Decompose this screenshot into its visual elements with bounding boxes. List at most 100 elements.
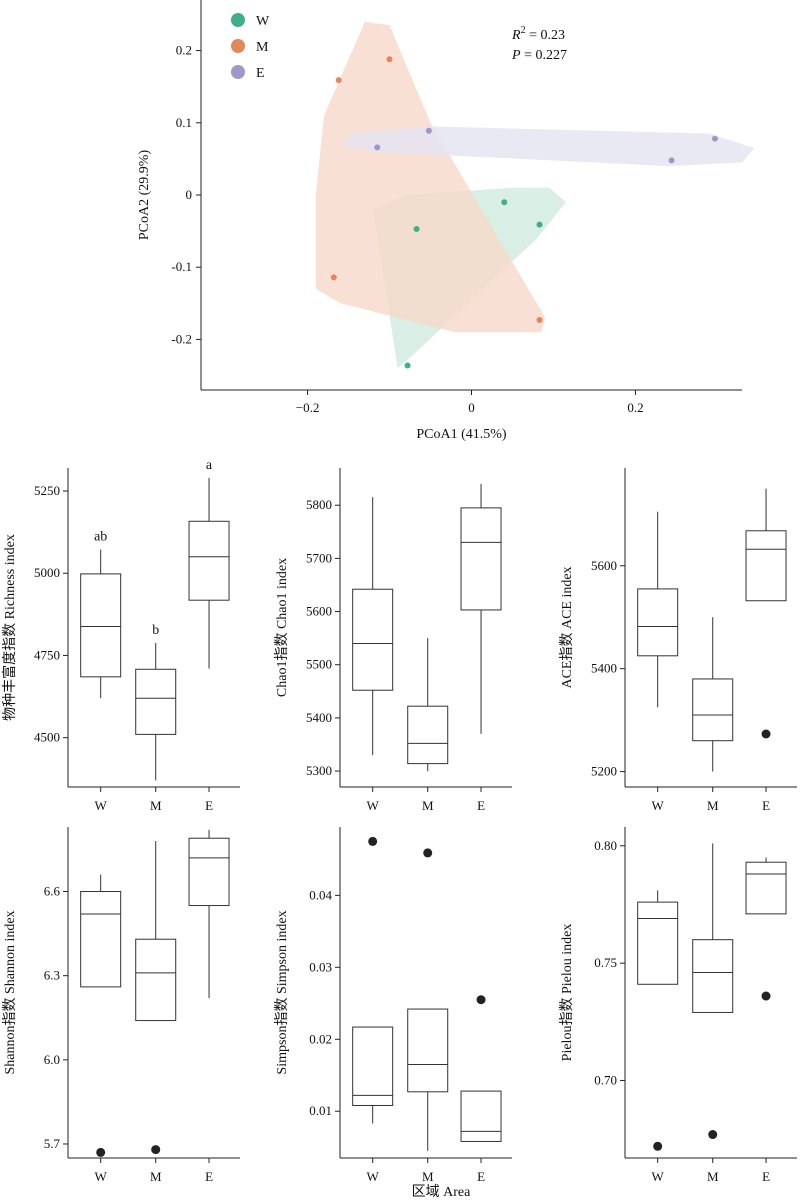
pcoa-y-tick-label: -0.2 — [171, 331, 192, 346]
point-E-3 — [668, 157, 675, 164]
pcoa-x-axis-label: PCoA1 (41.5%) — [416, 427, 507, 442]
shannon-box-E — [188, 837, 230, 907]
shannon-x-tick-label-M: M — [150, 1169, 162, 1184]
richness-sig-letter-E: a — [206, 458, 213, 473]
point-E-2 — [711, 135, 718, 142]
chao1-box-E — [460, 507, 502, 611]
point-W-2 — [413, 225, 420, 232]
simpson-box-W — [352, 1026, 394, 1106]
point-M-0 — [386, 56, 393, 63]
ace-y-tick-label: 5200 — [591, 764, 617, 779]
point-W-3 — [404, 362, 411, 369]
chao1-y-tick-label: 5700 — [306, 550, 332, 565]
boxplot-pielou: 0.70 0.75 0.80 Pielou指数 Pielou index W M E — [559, 827, 797, 1184]
richness-y-tick-label: 4500 — [34, 730, 60, 745]
pielou-outlier-E-0 — [761, 991, 771, 1001]
pielou-x-tick-label-E: E — [762, 1169, 770, 1184]
point-M-3 — [536, 316, 543, 323]
shannon-y-tick-label: 6.3 — [44, 968, 60, 983]
legend-marker-E — [231, 65, 245, 79]
chao1-y-tick-label: 5400 — [306, 710, 332, 725]
pcoa-y-tick-label: 0.1 — [176, 115, 192, 130]
simpson-box-E — [460, 1090, 502, 1142]
richness-y-axis-label: 物种丰富度指数 Richness index — [1, 534, 18, 721]
pielou-box-E — [745, 861, 787, 915]
point-E-1 — [374, 144, 381, 151]
pielou-x-tick-label-M: M — [707, 1169, 719, 1184]
shannon-x-tick-label-E: E — [205, 1169, 213, 1184]
simpson-y-tick-label: 0.04 — [309, 887, 332, 902]
ace-box-M — [692, 678, 734, 742]
simpson-outlier-W-0 — [368, 836, 378, 846]
shannon-box-W — [80, 891, 122, 988]
stat-p: P = 0.227 — [511, 48, 567, 63]
pcoa-y-tick-label: 0.2 — [176, 43, 192, 58]
richness-x-tick-label-E: E — [205, 798, 213, 813]
legend-label-W: W — [256, 14, 270, 29]
shannon-y-tick-label: 6.6 — [44, 884, 61, 899]
simpson-y-tick-label: 0.03 — [309, 959, 332, 974]
pielou-box-W — [637, 901, 679, 985]
simpson-y-axis-label: Simpson指数 Simpson index — [274, 910, 290, 1074]
richness-y-tick-label: 4750 — [34, 647, 60, 662]
chao1-x-tick-label-W: W — [367, 798, 380, 813]
simpson-x-tick-label-W: W — [367, 1169, 380, 1184]
shannon-outlier-W-0 — [96, 1147, 106, 1157]
pielou-box-M — [692, 939, 734, 1013]
simpson-y-tick-label: 0.01 — [309, 1103, 332, 1118]
boxplot-chao1: 5300 5400 5500 5600 5700 5800 Chao1指数 Chao1 in… — [274, 468, 512, 813]
pielou-outlier-M-0 — [708, 1130, 718, 1140]
shannon-y-tick-label: 6.0 — [44, 1052, 60, 1067]
boxplot-shannon: 5.7 6.0 6.3 6.6 Shannon指数 Shannon index W M E — [2, 827, 240, 1184]
pielou-y-tick-label: 0.70 — [594, 1073, 617, 1088]
simpson-outlier-E-0 — [476, 995, 486, 1005]
shannon-y-tick-label: 5.7 — [44, 1136, 61, 1151]
pcoa-y-tick-label: -0.1 — [171, 259, 192, 274]
pcoa-x-tick-label: 0 — [468, 400, 475, 415]
legend-label-E: E — [256, 66, 265, 81]
pielou-y-tick-label: 0.80 — [594, 838, 617, 853]
stat-r2: R2 = 0.23 — [511, 25, 565, 43]
boxplot-ace: 5200 5400 5600 ACE指数 ACE index W M E — [559, 468, 797, 813]
richness-x-tick-label-W: W — [95, 798, 108, 813]
richness-x-tick-label-M: M — [150, 798, 162, 813]
simpson-x-tick-label-M: M — [422, 1169, 434, 1184]
point-E-0 — [425, 127, 432, 134]
chao1-box-W — [352, 588, 394, 691]
point-M-1 — [335, 77, 342, 84]
pielou-x-tick-label-W: W — [652, 1169, 665, 1184]
richness-box-M — [135, 668, 177, 735]
chao1-box-M — [407, 705, 449, 765]
chao1-y-tick-label: 5500 — [306, 657, 332, 672]
richness-box-E — [188, 520, 230, 601]
point-W-1 — [536, 221, 543, 228]
ace-x-tick-label-W: W — [652, 798, 665, 813]
richness-box-W — [80, 573, 122, 678]
boxplot-richness: 4500 4750 5000 5250 物种丰富度指数 Richness index Wa… — [1, 458, 240, 813]
richness-sig-letter-W: ab — [94, 530, 107, 545]
pielou-y-axis-label: Pielou指数 Pielou index — [559, 924, 575, 1062]
alpha-diversity-panels: 4500 4750 5000 5250 物种丰富度指数 Richness index Wa… — [1, 458, 797, 1184]
chao1-y-tick-label: 5800 — [306, 497, 332, 512]
shannon-outlier-M-0 — [151, 1145, 161, 1155]
shannon-box-M — [135, 938, 177, 1022]
legend-marker-W — [231, 13, 245, 27]
ace-box-W — [637, 588, 679, 657]
simpson-outlier-M-0 — [423, 848, 433, 858]
simpson-y-tick-label: 0.02 — [309, 1031, 332, 1046]
legend-label-M: M — [256, 40, 269, 55]
boxplot-simpson: 0.01 0.02 0.03 0.04 Simpson指数 Simpson index W… — [274, 827, 512, 1184]
point-W-0 — [501, 199, 508, 206]
chao1-x-tick-label-E: E — [477, 798, 485, 813]
legend-marker-M — [231, 39, 245, 53]
shannon-x-tick-label-W: W — [95, 1169, 108, 1184]
ace-x-tick-label-E: E — [762, 798, 770, 813]
pcoa-panel: -0.2 -0.1 0 0.1 0.2 −0.2 0 0.2 PCoA1 (41.5%) PCoA… — [137, 0, 755, 442]
pielou-outlier-W-0 — [653, 1141, 663, 1151]
shannon-y-axis-label: Shannon指数 Shannon index — [2, 910, 18, 1074]
pcoa-x-tick-label: −0.2 — [296, 400, 320, 415]
point-M-2 — [330, 274, 337, 281]
pcoa-y-axis-label: PCoA2 (29.9%) — [137, 150, 152, 241]
ace-y-axis-label: ACE指数 ACE index — [559, 566, 575, 688]
ace-x-tick-label-M: M — [707, 798, 719, 813]
